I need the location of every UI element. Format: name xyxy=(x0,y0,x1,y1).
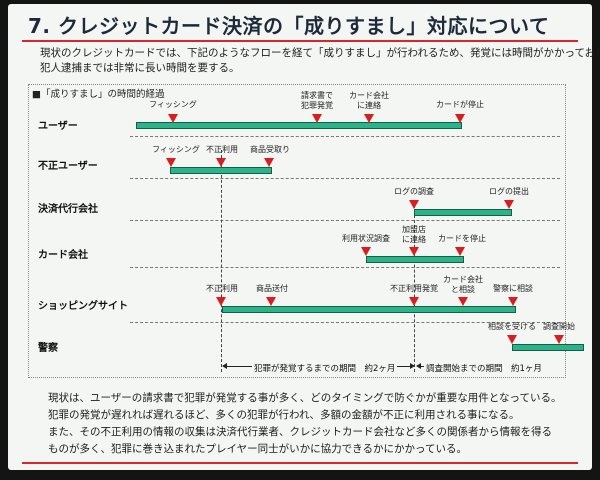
event-label: 請求書で 犯罪発覚 xyxy=(301,91,333,110)
row-label-card-company: カード会社 xyxy=(38,250,88,261)
intro-line: 犯人逮捕までは非常に長い時間を要する。 xyxy=(40,62,240,74)
event-marker xyxy=(364,114,374,123)
summary-line: ものが多く、犯罪に巻き込まれたプレイヤー同士がいかに協力できるかにかかっている。 xyxy=(48,443,467,455)
event-marker xyxy=(361,247,371,256)
intro-line: 現状のクレジットカードでは、下記のようなフローを経て「成りすまし」が行われるため… xyxy=(40,47,600,59)
event-label: 加盟店 に連絡 xyxy=(402,225,426,244)
period-arrow-left xyxy=(222,363,227,369)
diagram-caption: ■「成りすまし」の時間的経過 xyxy=(32,89,165,100)
event-label: フィッシング xyxy=(149,100,197,109)
row-label-payment-agent: 決済代行会社 xyxy=(38,204,98,215)
bottom-rule xyxy=(22,462,578,464)
period-arrow-left xyxy=(416,363,421,369)
row-label-police: 警察 xyxy=(38,343,58,354)
event-marker xyxy=(409,297,419,306)
event-marker xyxy=(166,158,176,167)
timeline-guide xyxy=(221,150,222,372)
summary-line: また、その不正利用の情報の収集は決済代行業者、クレジットカード会社など多くの関係… xyxy=(48,426,552,438)
row-separator xyxy=(130,220,560,221)
event-label: 商品受取り xyxy=(250,145,290,154)
timeline-bar-card-company xyxy=(366,256,464,263)
timeline-bar-shop xyxy=(222,306,516,313)
event-label: カードが停止 xyxy=(436,100,484,109)
row-label-shop: ショッピングサイト xyxy=(38,301,128,312)
event-marker xyxy=(168,114,178,123)
event-marker xyxy=(409,247,419,256)
timeline-diagram xyxy=(28,84,566,378)
event-marker xyxy=(458,297,468,306)
timeline-bar-fraudster xyxy=(170,167,272,174)
timeline-guide xyxy=(414,200,415,372)
title-underline xyxy=(22,40,578,42)
event-marker xyxy=(312,114,322,123)
event-label: 不正利用 xyxy=(206,284,238,293)
row-separator xyxy=(130,136,560,137)
slide: 7. クレジットカード決済の「成りすまし」対応について xyxy=(8,4,592,470)
event-marker xyxy=(455,247,465,256)
event-label: 警察に相談 xyxy=(493,284,533,293)
event-marker xyxy=(216,297,226,306)
timeline-bar-user xyxy=(136,122,462,129)
event-marker xyxy=(504,200,514,209)
event-label: カード会社 と相談 xyxy=(443,275,483,294)
summary-line: 現状は、ユーザーの請求書で犯罪が発覚する事が多く、どのタイミングで防ぐかが重要な… xyxy=(48,392,562,404)
row-label-fraudster: 不正ユーザー xyxy=(38,161,98,172)
period-arrow-right xyxy=(410,363,415,369)
timeline-bar-police xyxy=(512,344,584,351)
row-label-user: ユーザー xyxy=(38,121,78,132)
summary-text: 現状は、ユーザーの請求書で犯罪が発覚する事が多く、どのタイミングで防ぐかが重要な… xyxy=(48,390,568,458)
event-marker xyxy=(508,297,518,306)
event-label: フィッシング xyxy=(152,145,200,154)
event-label: ログの調査 xyxy=(394,187,434,196)
timeline-bar-payment-agent xyxy=(414,209,512,216)
intro-text: 現状のクレジットカードでは、下記のようなフローを経て「成りすまし」が行われるため… xyxy=(40,46,600,76)
event-marker xyxy=(266,297,276,306)
row-separator xyxy=(130,178,560,179)
period-label-investigation: 調査開始までの期間 約1ヶ月 xyxy=(424,362,544,374)
event-label: 調査開始 xyxy=(543,322,575,331)
event-label: 不正利用 xyxy=(206,145,238,154)
event-label: カード会社 に連絡 xyxy=(349,91,389,110)
event-label: 利用状況調査 xyxy=(342,234,390,243)
event-marker xyxy=(554,335,564,344)
period-label-discovery: 犯罪が発覚するまでの期間 約2ヶ月 xyxy=(252,362,398,374)
event-marker xyxy=(216,158,226,167)
event-label: カードを停止 xyxy=(438,234,486,243)
row-separator xyxy=(130,267,560,268)
summary-line: 犯罪の発覚が遅れれば遅れるほど、多くの犯罪が行われ、多額の金額が不正に利用される… xyxy=(48,409,520,421)
event-label: 相談を受ける xyxy=(488,322,536,331)
event-label: 商品送付 xyxy=(256,284,288,293)
event-marker xyxy=(455,114,465,123)
row-separator xyxy=(130,322,560,323)
event-label: 不正利用発覚 xyxy=(390,284,438,293)
slide-title: 7. クレジットカード決済の「成りすまし」対応について xyxy=(28,14,550,38)
event-marker xyxy=(264,158,274,167)
event-label: ログの提出 xyxy=(489,187,529,196)
event-marker xyxy=(409,200,419,209)
event-marker xyxy=(507,335,517,344)
